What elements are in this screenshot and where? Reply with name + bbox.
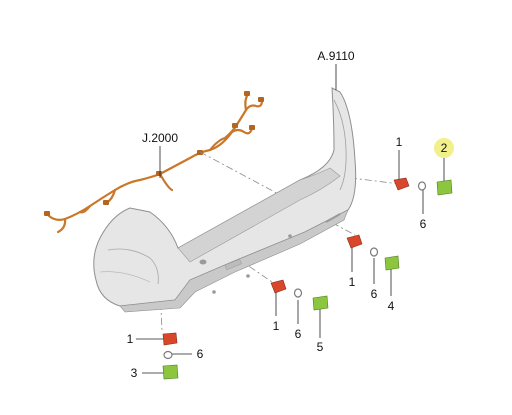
callout-highlight (434, 138, 454, 158)
leader-lines (136, 64, 445, 374)
sensor-unit-green (384, 255, 400, 271)
sensor-group-right[interactable] (393, 177, 453, 196)
callout-mid-5[interactable]: 5 (317, 340, 324, 354)
harness-connectors (44, 91, 264, 216)
callout-mid-1[interactable]: 1 (273, 319, 280, 333)
bumper-part-label[interactable]: A.9110 (317, 49, 354, 63)
callout-right-1[interactable]: 1 (396, 135, 403, 149)
callout-mid-6[interactable]: 6 (295, 327, 302, 341)
callout-left-1[interactable]: 1 (127, 332, 134, 346)
sensor-bracket-red (162, 332, 178, 346)
sensor-ring (163, 350, 173, 360)
callout-left-6[interactable]: 6 (197, 347, 204, 361)
sensor-ring (369, 247, 379, 257)
sensor-group-middle[interactable] (270, 279, 329, 311)
sensor-unit-green (312, 295, 329, 311)
callout-midright-1[interactable]: 1 (349, 275, 356, 289)
callout-right-2[interactable]: 2 (441, 141, 448, 155)
sensor-bracket-red (270, 279, 287, 294)
harness-part-label[interactable]: J.2000 (142, 131, 178, 145)
sensor-ring (293, 288, 303, 298)
wiring-harness[interactable] (46, 92, 264, 234)
sensor-group-mid-right[interactable] (346, 234, 400, 271)
rear-bumper-cover[interactable] (93, 87, 357, 313)
sensor-group-left[interactable] (162, 332, 179, 380)
sensor-unit-green (162, 364, 179, 380)
callout-midright-6[interactable]: 6 (371, 287, 378, 301)
sensor-ring (417, 181, 427, 191)
callout-right-6[interactable]: 6 (420, 217, 427, 231)
sensor-bracket-red (346, 234, 363, 249)
sensor-bracket-red (393, 177, 410, 191)
sensor-unit-green (436, 179, 453, 196)
callout-left-3[interactable]: 3 (131, 366, 138, 380)
callout-midright-4[interactable]: 4 (388, 299, 395, 313)
